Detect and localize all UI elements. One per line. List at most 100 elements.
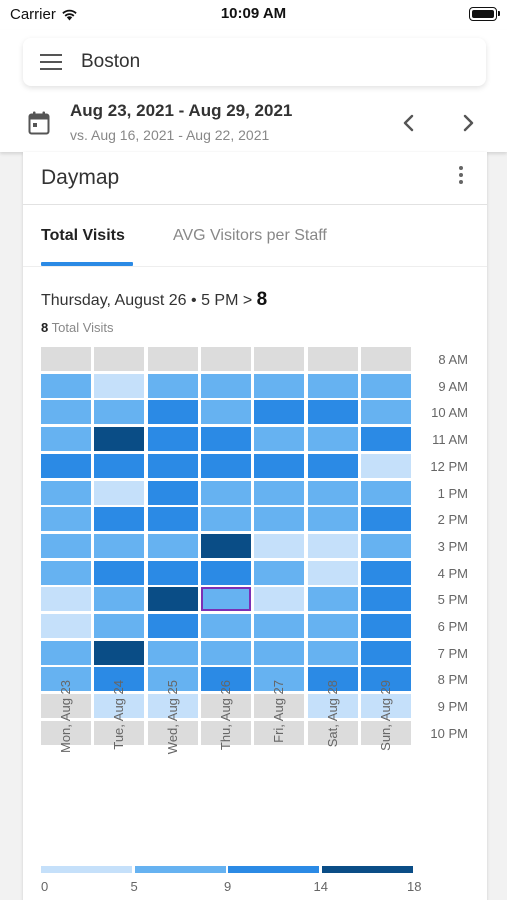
heatmap-cell[interactable]: [307, 720, 358, 745]
heatmap-cell[interactable]: [360, 640, 411, 665]
heatmap-cell[interactable]: [360, 533, 411, 558]
heatmap-cell[interactable]: [307, 694, 358, 719]
heatmap-cell[interactable]: [200, 560, 251, 585]
heatmap-cell[interactable]: [147, 373, 198, 398]
heatmap-cell[interactable]: [94, 560, 145, 585]
heatmap-cell[interactable]: [41, 427, 91, 452]
heatmap-cell[interactable]: [360, 507, 411, 532]
heatmap-cell[interactable]: [94, 507, 145, 532]
heatmap-cell[interactable]: [360, 560, 411, 585]
heatmap-cell[interactable]: [200, 533, 251, 558]
heatmap-cell[interactable]: [147, 640, 198, 665]
heatmap-cell[interactable]: [307, 427, 358, 452]
heatmap-cell[interactable]: [147, 347, 198, 371]
heatmap-cell[interactable]: [147, 667, 198, 692]
heatmap-cell[interactable]: [41, 694, 91, 719]
heatmap-cell[interactable]: [254, 347, 305, 371]
heatmap-cell[interactable]: [41, 587, 91, 612]
heatmap-cell[interactable]: [147, 614, 198, 638]
heatmap-cell[interactable]: [307, 614, 358, 638]
heatmap-cell[interactable]: [41, 614, 91, 638]
heatmap-cell[interactable]: [41, 640, 91, 665]
heatmap-cell[interactable]: [360, 427, 411, 452]
heatmap-cell[interactable]: [254, 533, 305, 558]
heatmap-cell[interactable]: [147, 560, 198, 585]
heatmap-cell[interactable]: [200, 480, 251, 505]
heatmap-cell[interactable]: [200, 614, 251, 638]
heatmap-cell[interactable]: [200, 720, 251, 745]
heatmap-cell[interactable]: [360, 480, 411, 505]
heatmap-cell[interactable]: [147, 533, 198, 558]
heatmap-cell[interactable]: [254, 427, 305, 452]
heatmap-cell[interactable]: [360, 347, 411, 371]
heatmap-cell[interactable]: [254, 667, 305, 692]
heatmap-cell[interactable]: [200, 587, 251, 612]
heatmap-cell[interactable]: [200, 667, 251, 692]
heatmap-cell[interactable]: [147, 507, 198, 532]
heatmap-cell[interactable]: [200, 640, 251, 665]
heatmap-cell[interactable]: [254, 373, 305, 398]
tab-avg-visitors-per-staff[interactable]: AVG Visitors per Staff: [173, 227, 327, 244]
next-week-button[interactable]: [458, 112, 478, 134]
heatmap-cell[interactable]: [307, 480, 358, 505]
heatmap-cell[interactable]: [41, 720, 91, 745]
heatmap-cell[interactable]: [200, 507, 251, 532]
heatmap-cell[interactable]: [94, 720, 145, 745]
heatmap-cell[interactable]: [360, 373, 411, 398]
heatmap-cell[interactable]: [360, 614, 411, 638]
heatmap-cell[interactable]: [360, 720, 411, 745]
tab-total-visits[interactable]: Total Visits: [41, 227, 125, 244]
heatmap-cell[interactable]: [94, 614, 145, 638]
heatmap-cell[interactable]: [307, 347, 358, 371]
heatmap-cell[interactable]: [94, 480, 145, 505]
heatmap-cell[interactable]: [360, 587, 411, 612]
heatmap-cell[interactable]: [94, 587, 145, 612]
heatmap-cell[interactable]: [41, 373, 91, 398]
heatmap-cell[interactable]: [147, 400, 198, 425]
heatmap-cell[interactable]: [360, 400, 411, 425]
heatmap-cell[interactable]: [94, 640, 145, 665]
heatmap-cell[interactable]: [254, 640, 305, 665]
heatmap-cell[interactable]: [147, 720, 198, 745]
heatmap-cell[interactable]: [254, 507, 305, 532]
heatmap-cell[interactable]: [41, 533, 91, 558]
calendar-icon[interactable]: [28, 111, 50, 135]
heatmap-cell[interactable]: [200, 373, 251, 398]
heatmap-cell[interactable]: [307, 373, 358, 398]
heatmap-cell[interactable]: [147, 453, 198, 478]
heatmap-cell[interactable]: [94, 667, 145, 692]
heatmap-cell[interactable]: [307, 453, 358, 478]
heatmap-cell[interactable]: [41, 347, 91, 371]
heatmap-cell[interactable]: [307, 667, 358, 692]
heatmap-cell[interactable]: [254, 453, 305, 478]
heatmap-cell[interactable]: [307, 587, 358, 612]
heatmap-cell[interactable]: [254, 587, 305, 612]
heatmap-cell[interactable]: [307, 507, 358, 532]
more-options-icon[interactable]: [455, 166, 467, 188]
heatmap-cell[interactable]: [94, 453, 145, 478]
heatmap-cell[interactable]: [254, 694, 305, 719]
heatmap-cell[interactable]: [307, 400, 358, 425]
heatmap-cell[interactable]: [307, 560, 358, 585]
heatmap-cell[interactable]: [147, 694, 198, 719]
date-range[interactable]: Aug 23, 2021 - Aug 29, 2021: [70, 101, 293, 120]
heatmap-cell[interactable]: [41, 507, 91, 532]
heatmap-cell[interactable]: [147, 587, 198, 612]
location-name[interactable]: Boston: [81, 51, 141, 72]
heatmap-cell[interactable]: [360, 453, 411, 478]
heatmap-cell[interactable]: [254, 400, 305, 425]
heatmap-cell[interactable]: [41, 560, 91, 585]
heatmap-cell[interactable]: [94, 400, 145, 425]
heatmap-cell[interactable]: [200, 694, 251, 719]
heatmap-cell[interactable]: [94, 427, 145, 452]
heatmap-cell[interactable]: [147, 427, 198, 452]
hamburger-menu-icon[interactable]: [40, 54, 62, 70]
heatmap-cell[interactable]: [200, 427, 251, 452]
location-bar[interactable]: Boston: [23, 38, 486, 86]
heatmap-cell[interactable]: [41, 480, 91, 505]
heatmap-cell[interactable]: [307, 640, 358, 665]
heatmap-cell[interactable]: [94, 694, 145, 719]
heatmap-cell[interactable]: [254, 480, 305, 505]
heatmap-cell[interactable]: [41, 667, 91, 692]
heatmap-cell[interactable]: [41, 400, 91, 425]
